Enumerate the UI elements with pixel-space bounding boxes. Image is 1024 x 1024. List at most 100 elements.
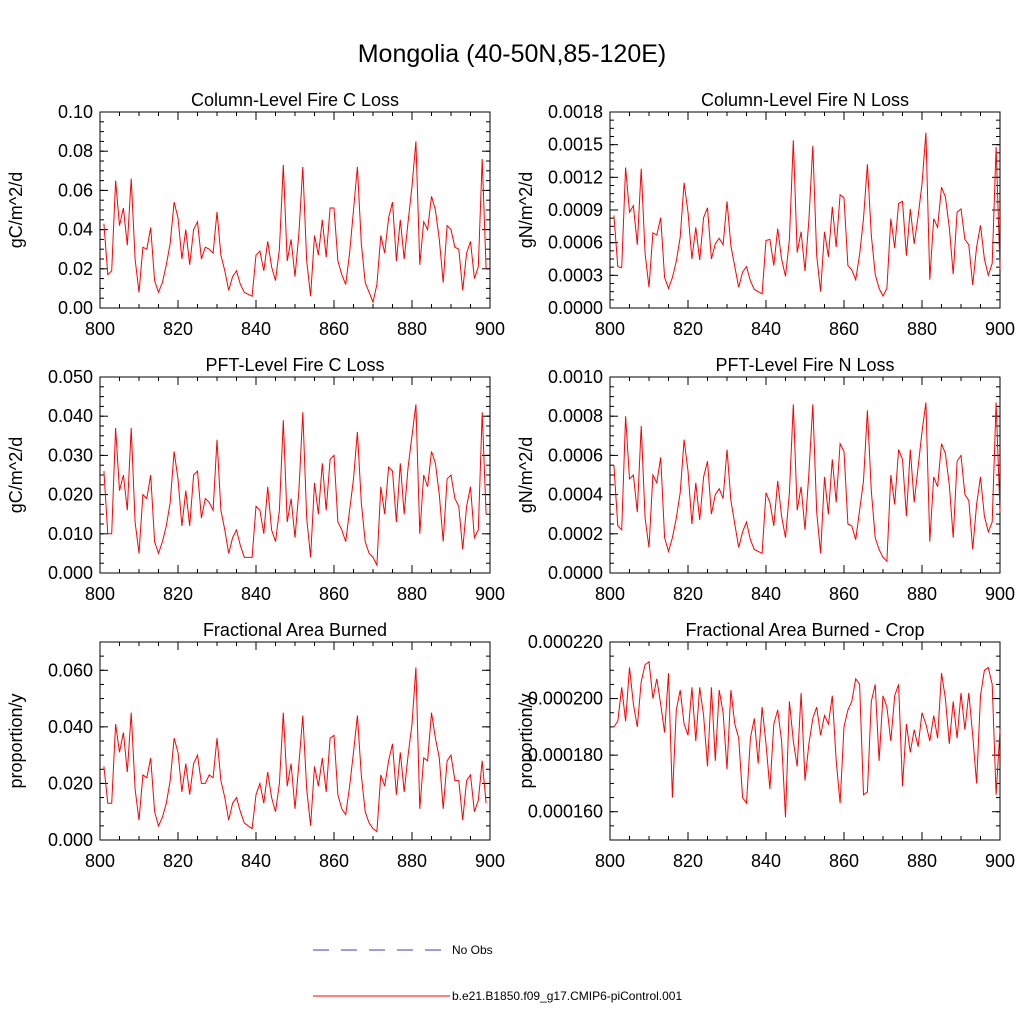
x-tick-label: 800 <box>85 584 115 604</box>
plot-frame <box>609 111 1001 309</box>
y-tick-label: 0.0018 <box>548 102 603 122</box>
plot-frame <box>609 641 1001 841</box>
y-axis-label: proportion/y <box>516 693 536 788</box>
x-tick-label: 800 <box>85 319 115 339</box>
x-tick-label: 820 <box>673 851 703 871</box>
x-tick-label: 860 <box>829 584 859 604</box>
y-tick-label: 0.0004 <box>548 485 603 505</box>
plot-frame <box>609 376 1001 574</box>
x-tick-label: 840 <box>751 319 781 339</box>
y-tick-label: 0.050 <box>48 367 93 387</box>
y-axis-label: gC/m^2/d <box>6 437 26 513</box>
panel-title: Fractional Area Burned - Crop <box>685 620 924 640</box>
y-tick-label: 0.0002 <box>548 524 603 544</box>
x-tick-label: 840 <box>751 851 781 871</box>
x-tick-label: 900 <box>475 319 505 339</box>
x-tick-label: 800 <box>85 851 115 871</box>
y-tick-label: 0.000220 <box>528 632 603 652</box>
panel-title: Column-Level Fire C Loss <box>191 90 399 110</box>
data-series-line <box>103 404 487 568</box>
x-tick-label: 880 <box>397 319 427 339</box>
data-series-line <box>613 132 1001 298</box>
y-tick-label: 0.0006 <box>548 233 603 253</box>
x-tick-label: 860 <box>319 584 349 604</box>
y-tick-label: 0.0015 <box>548 135 603 155</box>
x-tick-label: 820 <box>673 319 703 339</box>
y-tick-label: 0.00 <box>58 298 93 318</box>
x-tick-label: 860 <box>319 851 349 871</box>
x-tick-label: 880 <box>397 851 427 871</box>
y-tick-label: 0.04 <box>58 220 93 240</box>
y-tick-label: 0.0000 <box>548 298 603 318</box>
plot-frame <box>99 641 491 841</box>
x-tick-label: 840 <box>241 584 271 604</box>
y-axis-label: gN/m^2/d <box>516 172 536 248</box>
x-tick-label: 820 <box>163 851 193 871</box>
panel-5: Fractional Area Burned proportion/y 800 820… <box>6 620 505 871</box>
plot-frame <box>99 111 491 309</box>
x-tick-label: 800 <box>595 319 625 339</box>
data-series-line <box>613 660 1001 818</box>
y-tick-label: 0.060 <box>48 660 93 680</box>
panel-title: PFT-Level Fire C Loss <box>205 355 384 375</box>
legend-obs-label: No Obs <box>452 943 493 957</box>
x-tick-label: 900 <box>985 319 1015 339</box>
y-tick-label: 0.020 <box>48 485 93 505</box>
panel-title: PFT-Level Fire N Loss <box>715 355 894 375</box>
x-tick-label: 860 <box>829 851 859 871</box>
data-series-line <box>103 667 487 833</box>
x-tick-label: 880 <box>907 851 937 871</box>
plot-frame <box>99 376 491 574</box>
y-tick-label: 0.030 <box>48 445 93 465</box>
y-tick-label: 0.10 <box>58 102 93 122</box>
panel-title: Column-Level Fire N Loss <box>701 90 909 110</box>
panels-container: Column-Level Fire C Loss gC/m^2/d 800 820 84… <box>6 90 1015 871</box>
y-tick-label: 0.000 <box>48 563 93 583</box>
figure-title: Mongolia (40-50N,85-120E) <box>358 40 667 68</box>
y-tick-label: 0.0006 <box>548 445 603 465</box>
y-tick-label: 0.0012 <box>548 167 603 187</box>
y-axis-label: gC/m^2/d <box>6 172 26 248</box>
y-tick-label: 0.0010 <box>548 367 603 387</box>
x-tick-label: 900 <box>475 851 505 871</box>
y-tick-label: 0.0003 <box>548 265 603 285</box>
panel-4: PFT-Level Fire N Loss gN/m^2/d 800 820 840 86… <box>516 355 1015 604</box>
x-tick-label: 880 <box>397 584 427 604</box>
x-tick-label: 840 <box>241 319 271 339</box>
data-series-line <box>613 402 1001 563</box>
y-tick-label: 0.010 <box>48 524 93 544</box>
y-tick-label: 0.040 <box>48 406 93 426</box>
y-tick-label: 0.000160 <box>528 802 603 822</box>
y-tick-label: 0.020 <box>48 773 93 793</box>
x-tick-label: 820 <box>673 584 703 604</box>
y-tick-label: 0.0009 <box>548 200 603 220</box>
x-tick-label: 840 <box>241 851 271 871</box>
x-tick-label: 880 <box>907 319 937 339</box>
panel-1: Column-Level Fire C Loss gC/m^2/d 800 820 84… <box>6 90 505 339</box>
x-tick-label: 900 <box>985 584 1015 604</box>
x-tick-label: 820 <box>163 584 193 604</box>
panel-6: Fractional Area Burned - Crop proportion/… <box>516 620 1015 871</box>
y-axis-label: proportion/y <box>6 693 26 788</box>
y-tick-label: 0.0008 <box>548 406 603 426</box>
x-tick-label: 800 <box>595 584 625 604</box>
y-tick-label: 0.08 <box>58 141 93 161</box>
x-tick-label: 800 <box>595 851 625 871</box>
legend: No Obs b.e21.B1850.f09_g17.CMIP6-piContr… <box>313 943 682 1003</box>
y-tick-label: 0.02 <box>58 259 93 279</box>
x-tick-label: 900 <box>475 584 505 604</box>
panel-3: PFT-Level Fire C Loss gC/m^2/d 800 820 840 86… <box>6 355 505 604</box>
y-tick-label: 0.06 <box>58 180 93 200</box>
y-axis-label: gN/m^2/d <box>516 437 536 513</box>
x-tick-label: 880 <box>907 584 937 604</box>
x-tick-label: 820 <box>163 319 193 339</box>
panel-title: Fractional Area Burned <box>203 620 387 640</box>
x-tick-label: 860 <box>829 319 859 339</box>
y-tick-label: 0.000 <box>48 830 93 850</box>
y-tick-label: 0.040 <box>48 717 93 737</box>
data-series-line <box>103 141 487 304</box>
y-tick-label: 0.000200 <box>528 689 603 709</box>
x-tick-label: 860 <box>319 319 349 339</box>
x-tick-label: 900 <box>985 851 1015 871</box>
